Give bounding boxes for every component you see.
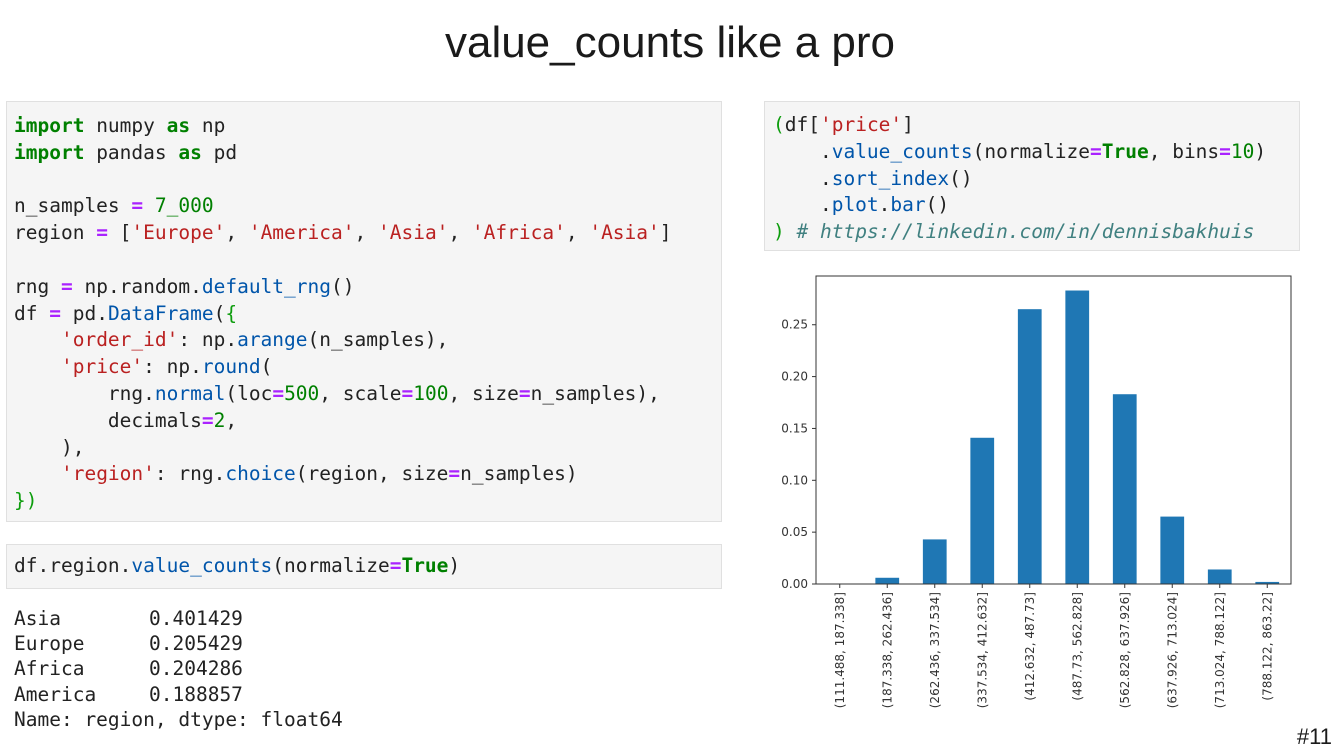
x-tick-label: (713.024, 788.122] <box>1213 592 1227 708</box>
slide-title: value_counts like a pro <box>444 18 896 67</box>
y-tick-label: 0.00 <box>781 577 808 591</box>
x-tick-label: (412.632, 487.73] <box>1023 592 1037 701</box>
slide-number: #11 <box>1296 724 1332 749</box>
y-tick-label: 0.05 <box>781 525 808 539</box>
y-tick-label: 0.15 <box>781 421 808 435</box>
x-tick-label: (262.436, 337.534] <box>928 592 942 708</box>
x-tick-label: (487.73, 562.828] <box>1070 592 1084 701</box>
code-line: region = ['Europe', 'America', 'Asia', '… <box>14 221 672 245</box>
chart-bar <box>1160 516 1185 584</box>
code-line: 'price': np.round( <box>60 355 273 379</box>
code-line: }) <box>14 489 38 513</box>
code-line: .value_counts(normalize=True, bins=10) <box>773 139 1267 163</box>
code-cell-setup[interactable]: import numpy as np import pandas as pd n… <box>6 101 722 522</box>
chart-bar <box>875 577 900 584</box>
price-bar-chart: (111.488, 187.338] (187.338, 262.436] (262… <box>781 275 1292 708</box>
code-cell-value-counts[interactable]: df.region.value_counts(normalize=True) <box>6 544 722 589</box>
chart-bar <box>1017 309 1042 584</box>
chart-bar <box>1255 581 1280 584</box>
code-cell-plot[interactable]: (df['price'] .value_counts(normalize=Tru… <box>764 101 1300 251</box>
y-tick-label: 0.10 <box>781 473 808 487</box>
x-tick-label: (562.828, 637.926] <box>1118 592 1132 708</box>
output-row: Asia 0.401429 <box>14 607 243 630</box>
code-setup: import numpy as np import pandas as pd n… <box>7 102 721 515</box>
output-footer: Name: region, dtype: float64 <box>14 707 343 731</box>
x-tick-label: (337.534, 412.632] <box>975 592 989 708</box>
code-line: rng = np.random.default_rng() <box>14 274 355 298</box>
code-line: .sort_index() <box>773 166 973 190</box>
code-line: 'region': rng.choice(region, size=n_samp… <box>60 462 578 486</box>
code-line: ), <box>14 435 85 459</box>
chart-bar <box>1065 290 1090 584</box>
chart-bar <box>970 437 995 584</box>
output-row: Africa 0.204286 <box>14 657 243 681</box>
y-tick-label: 0.20 <box>781 370 808 384</box>
chart-bar <box>1207 569 1232 584</box>
code-line: ) # https://linkedin.com/in/dennisbakhui… <box>773 220 1255 244</box>
code-line: df = pd.DataFrame({ <box>14 301 238 325</box>
y-tick-label: 0.25 <box>781 318 808 332</box>
code-plot: (df['price'] .value_counts(normalize=Tru… <box>765 102 1299 246</box>
x-tick-label: (111.488, 187.338] <box>833 592 847 708</box>
chart-bar <box>922 539 947 584</box>
value-counts-output: Asia 0.401429 Europe 0.205429 Africa 0.2042… <box>14 606 343 732</box>
x-tick-label: (637.926, 713.024] <box>1165 592 1179 708</box>
chart-bar <box>1112 394 1137 584</box>
code-line: decimals=2, <box>107 408 238 432</box>
code-line: n_samples = 7_000 <box>14 194 214 218</box>
code-value-counts: df.region.value_counts(normalize=True) <box>14 554 461 577</box>
code-line: 'order_id': np.arange(n_samples), <box>60 328 449 352</box>
output-row: Europe 0.205429 <box>14 632 243 656</box>
code-line: rng.normal(loc=500, scale=100, size=n_sa… <box>107 381 660 405</box>
code-line: .plot.bar() <box>773 193 950 217</box>
output-row: America 0.188857 <box>14 682 243 706</box>
code-line: import pandas as pd <box>14 140 238 164</box>
x-tick-label: (788.122, 863.22] <box>1260 592 1274 701</box>
code-line: (df['price'] <box>773 113 914 136</box>
plot-frame <box>815 275 1292 585</box>
x-tick-label: (187.338, 262.436] <box>880 592 894 708</box>
code-line: import numpy as np <box>14 114 226 137</box>
